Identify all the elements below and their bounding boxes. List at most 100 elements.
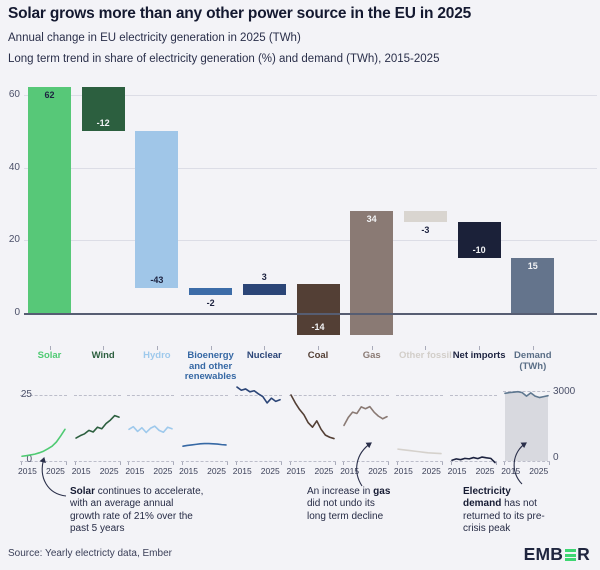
sparkline-solar	[21, 428, 66, 458]
sparkline-right-axis-bottom: 0	[553, 452, 559, 463]
y-axis-label: 60	[8, 88, 20, 100]
waterfall-bar-demand-twh-	[511, 258, 555, 313]
category-label-2: Wind	[91, 350, 115, 361]
annotation-text: continues to accelerate, with an average…	[70, 486, 204, 534]
sparkline-year-start: 2015	[340, 466, 360, 476]
category-tick	[49, 346, 51, 350]
chart-subtitle-1: Annual change in EU electricity generati…	[8, 32, 301, 44]
sparkline-x-tick	[549, 462, 551, 465]
sparkline-x-tick	[66, 462, 67, 465]
sparkline-hydro	[128, 425, 174, 434]
gridline-40	[24, 167, 597, 169]
bar-value-label: 15	[527, 261, 538, 272]
sparkline-year-end: 2025	[529, 466, 549, 476]
annotation-text: gas	[373, 486, 391, 497]
sparkline-year-start: 2015	[232, 466, 252, 476]
sparkline-x-tick	[21, 462, 22, 465]
sparkline-left-axis-bottom: 0	[26, 454, 32, 465]
sparkline-x-tick	[396, 462, 398, 465]
sparkline-x-tick	[227, 462, 229, 465]
sparkline-dash-top	[395, 395, 443, 396]
annotation-solar: Solar continues to accelerate, with an a…	[70, 486, 205, 535]
sparkline-x-tick	[334, 462, 336, 465]
waterfall-bar-wind	[81, 87, 125, 132]
sparkline-x-tick	[495, 462, 497, 465]
sparkline-year-end: 2025	[475, 466, 495, 476]
waterfall-bar-bioenergy-and-other-renewables	[189, 287, 233, 295]
sparkline-year-start: 2015	[71, 466, 91, 476]
category-tick	[156, 346, 158, 350]
sparkline-x-tick	[441, 462, 443, 465]
sparkline-dash-top	[73, 395, 121, 396]
category-label-10: Demand (TWh)	[514, 350, 552, 372]
sparkline-x-tick	[74, 462, 76, 465]
sparkline-x-tick	[450, 462, 452, 465]
sparkline-dash-top	[234, 395, 282, 396]
sparkline-dash-zero	[395, 461, 443, 462]
sparkline-x-tick	[119, 462, 121, 465]
waterfall-bar-gas	[350, 211, 394, 335]
sparkline-x-tick	[388, 462, 390, 465]
category-label-9: Net imports	[452, 350, 506, 361]
annotation-text: Electricity demand	[463, 486, 511, 510]
annotation-gas: An increase in gas did not undo its long…	[307, 486, 393, 523]
waterfall-bar-coal	[296, 283, 340, 335]
sparkline-path	[504, 390, 550, 399]
sparkline-dash-top	[449, 395, 497, 396]
annotation-text: Solar	[70, 486, 96, 497]
annotation-text: did not undo its long term decline	[307, 498, 384, 522]
sparkline-x-tick	[343, 462, 345, 465]
bar-value-label: 34	[366, 214, 377, 225]
sparkline-coal	[289, 394, 335, 440]
source-note: Source: Yearly electricty data, Ember	[8, 548, 172, 559]
sparkline-dash-top	[503, 391, 551, 392]
sparkline-left-axis-top: 25	[20, 389, 32, 400]
gridline-0	[24, 313, 597, 315]
sparkline-dash-zero	[73, 461, 121, 462]
sparkline-year-end: 2025	[260, 466, 280, 476]
sparkline-year-end: 2025	[314, 466, 334, 476]
bar-value-label: -12	[96, 118, 110, 129]
annotation-arrow-gas	[356, 442, 372, 487]
sparkline-year-start: 2015	[125, 466, 145, 476]
y-axis-label: 40	[8, 161, 20, 173]
ember-logo-text-pre: EMB	[523, 544, 564, 564]
category-label-4: Bioenergy and other renewables	[184, 350, 237, 382]
sparkline-year-start: 2015	[18, 466, 37, 476]
sparkline-dash-top	[127, 395, 175, 396]
y-axis-label: 20	[8, 234, 20, 246]
sparkline-gas	[343, 405, 388, 427]
arrow-path	[513, 442, 527, 485]
ember-logo-e-icon	[564, 548, 576, 562]
annotation-text: has not returned to its pre-crisis peak	[463, 498, 545, 534]
y-axis-label: 0	[14, 307, 20, 318]
category-tick	[425, 346, 427, 350]
sparkline-year-end: 2025	[207, 466, 227, 476]
category-tick	[318, 346, 319, 350]
sparkline-year-start: 2015	[286, 466, 306, 476]
category-tick	[532, 346, 534, 350]
annotation-arrow-demand	[513, 442, 527, 485]
sparkline-demand-twh-	[504, 390, 550, 461]
sparkline-dash-top	[20, 395, 67, 396]
sparkline-x-tick	[289, 462, 291, 465]
chart-title: Solar grows more than any other power so…	[8, 5, 472, 22]
sparkline-right-axis-top: 3000	[553, 386, 576, 397]
waterfall-bar-hydro	[135, 131, 179, 288]
sparkline-year-end: 2025	[368, 466, 388, 476]
sparkline-dash-top	[181, 395, 229, 396]
category-tick	[264, 346, 266, 350]
category-label-3: Hydro	[143, 350, 171, 361]
bar-value-label: 3	[261, 271, 267, 282]
sparkline-path	[21, 428, 66, 458]
demand-area-fill	[505, 391, 549, 461]
sparkline-year-start: 2015	[393, 466, 413, 476]
sparkline-x-tick	[280, 462, 282, 465]
category-label-7: Gas	[362, 350, 381, 361]
waterfall-bar-net-imports	[457, 222, 501, 259]
category-label-5: Nuclear	[246, 350, 282, 361]
ember-logo-text-post: R	[577, 544, 590, 564]
bar-value-label: 62	[44, 90, 55, 101]
category-tick	[479, 346, 481, 350]
